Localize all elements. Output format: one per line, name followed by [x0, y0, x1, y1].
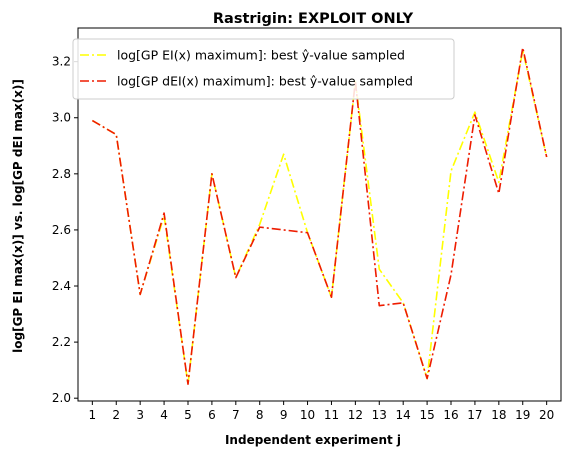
legend-box — [72, 38, 455, 100]
chart-title: Rastrigin: EXPLOIT ONLY — [213, 11, 414, 27]
x-tick-label: 5 — [184, 408, 192, 422]
x-tick-label: 20 — [539, 408, 554, 422]
y-tick-label: 2.2 — [52, 335, 71, 349]
x-tick-label: 15 — [419, 408, 434, 422]
y-tick-label: 2.4 — [52, 279, 71, 293]
x-tick-label: 11 — [324, 408, 339, 422]
plot-series — [91, 46, 548, 385]
legend-label-2: log[GP dEI(x) maximum]: best ŷ-value sam… — [117, 74, 413, 89]
x-tick-label: 18 — [491, 408, 506, 422]
x-tick-label: 19 — [515, 408, 530, 422]
x-tick-label: 13 — [372, 408, 387, 422]
x-axis: 1 2 3 4 5 6 7 8 9 10 11 12 13 14 15 16 17 18 19 20 — [89, 401, 554, 422]
series-line-1 — [91, 49, 548, 385]
x-tick-label: 3 — [136, 408, 144, 422]
x-tick-label: 9 — [280, 408, 288, 422]
x-tick-label: 10 — [300, 408, 315, 422]
x-tick-label: 2 — [112, 408, 120, 422]
y-tick-label: 2.0 — [52, 391, 71, 405]
x-tick-label: 7 — [232, 408, 240, 422]
y-tick-label: 2.6 — [52, 223, 71, 237]
y-tick-label: 3.2 — [52, 55, 71, 69]
y-axis-label: log[GP EI max(x)] vs. log[GP dEI max(x)] — [11, 79, 25, 353]
x-tick-label: 16 — [443, 408, 458, 422]
plot-frame — [77, 27, 562, 402]
x-tick-label: 17 — [467, 408, 482, 422]
x-tick-label: 12 — [348, 408, 363, 422]
y-axis: 2.0 2.2 2.4 2.6 2.8 3.0 3.2 — [52, 55, 78, 405]
y-tick-label: 3.0 — [52, 111, 71, 125]
series-line-2 — [91, 46, 548, 385]
x-tick-label: 4 — [160, 408, 168, 422]
x-tick-label: 14 — [396, 408, 411, 422]
legend: log[GP EI(x) maximum]: best ŷ-value samp… — [72, 38, 455, 100]
x-tick-label: 1 — [89, 408, 97, 422]
x-tick-label: 8 — [256, 408, 264, 422]
x-axis-label: Independent experiment j — [225, 433, 401, 447]
x-tick-label: 6 — [208, 408, 216, 422]
legend-label-1: log[GP EI(x) maximum]: best ŷ-value samp… — [117, 48, 405, 63]
y-tick-label: 2.8 — [52, 167, 71, 181]
